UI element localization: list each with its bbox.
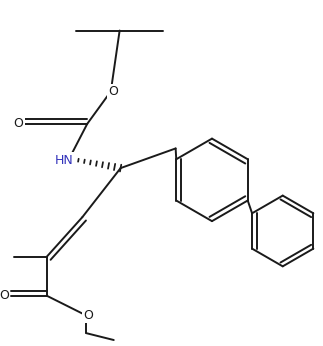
Text: HN: HN: [55, 154, 74, 167]
Text: O: O: [83, 309, 93, 322]
Text: O: O: [0, 289, 9, 302]
Text: O: O: [14, 117, 23, 130]
Text: O: O: [108, 85, 118, 98]
